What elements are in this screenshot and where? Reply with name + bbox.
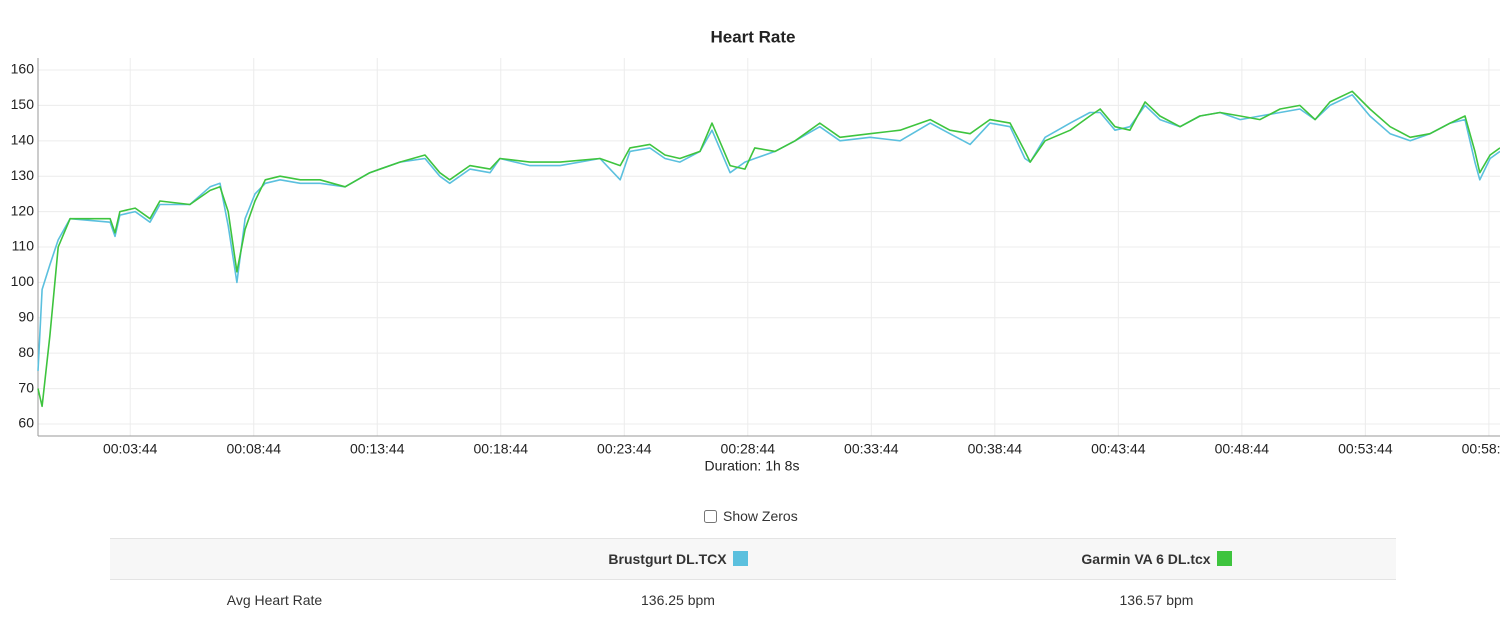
- stats-table: Brustgurt DL.TCX Garmin VA 6 DL.tcx Avg …: [110, 538, 1396, 620]
- legend-swatch: [733, 551, 748, 566]
- x-axis-label: Duration: 1h 8s: [705, 458, 800, 474]
- y-tick-label: 90: [18, 308, 34, 324]
- file-name: Brustgurt DL.TCX: [608, 551, 726, 567]
- show-zeros-checkbox[interactable]: [704, 510, 717, 523]
- heart-rate-line: [38, 95, 1500, 371]
- y-tick-label: 160: [11, 61, 35, 77]
- header-cell: [110, 539, 439, 580]
- x-tick-label: 00:03:44: [103, 441, 158, 457]
- show-zeros-control[interactable]: Show Zeros: [704, 508, 798, 524]
- chart: Heart Rate Duration: 1h 8s 60 70 80 90 100 11…: [0, 0, 1500, 480]
- x-tick-label: 00:33:44: [844, 441, 899, 457]
- header-row: Brustgurt DL.TCX Garmin VA 6 DL.tcx: [110, 539, 1396, 580]
- x-tick-label: 00:48:44: [1215, 441, 1270, 457]
- y-tick-label: 140: [11, 132, 35, 148]
- x-tick-label: 00:58:44: [1462, 441, 1500, 457]
- x-tick-label: 00:53:44: [1338, 441, 1393, 457]
- cell: 136.57 bpm: [917, 580, 1396, 620]
- y-tick-label: 80: [18, 344, 34, 360]
- y-tick-label: 150: [11, 96, 35, 112]
- file-name: Garmin VA 6 DL.tcx: [1081, 551, 1210, 567]
- x-tick-label: 00:43:44: [1091, 441, 1146, 457]
- y-tick-label: 60: [18, 415, 34, 431]
- y-tick-label: 70: [18, 379, 34, 395]
- y-tick-label: 120: [11, 202, 35, 218]
- legend-swatch: [1217, 551, 1232, 566]
- show-zeros-label: Show Zeros: [723, 508, 798, 524]
- y-tick-label: 130: [11, 167, 35, 183]
- cell: 136.25 bpm: [439, 580, 917, 620]
- heart-rate-line: [38, 91, 1500, 406]
- x-tick-label: 00:28:44: [721, 441, 776, 457]
- header-cell: Garmin VA 6 DL.tcx: [917, 539, 1396, 580]
- row-label: Avg Heart Rate: [110, 580, 439, 620]
- x-tick-label: 00:13:44: [350, 441, 405, 457]
- header-cell: Brustgurt DL.TCX: [439, 539, 917, 580]
- y-tick-label: 110: [12, 238, 35, 254]
- x-tick-label: 00:38:44: [968, 441, 1023, 457]
- chart-title: Heart Rate: [710, 27, 795, 46]
- x-tick-label: 00:08:44: [226, 441, 281, 457]
- data-row: Avg Heart Rate 136.25 bpm 136.57 bpm: [110, 580, 1396, 620]
- x-tick-label: 00:18:44: [474, 441, 529, 457]
- y-tick-label: 100: [11, 273, 35, 289]
- x-tick-label: 00:23:44: [597, 441, 652, 457]
